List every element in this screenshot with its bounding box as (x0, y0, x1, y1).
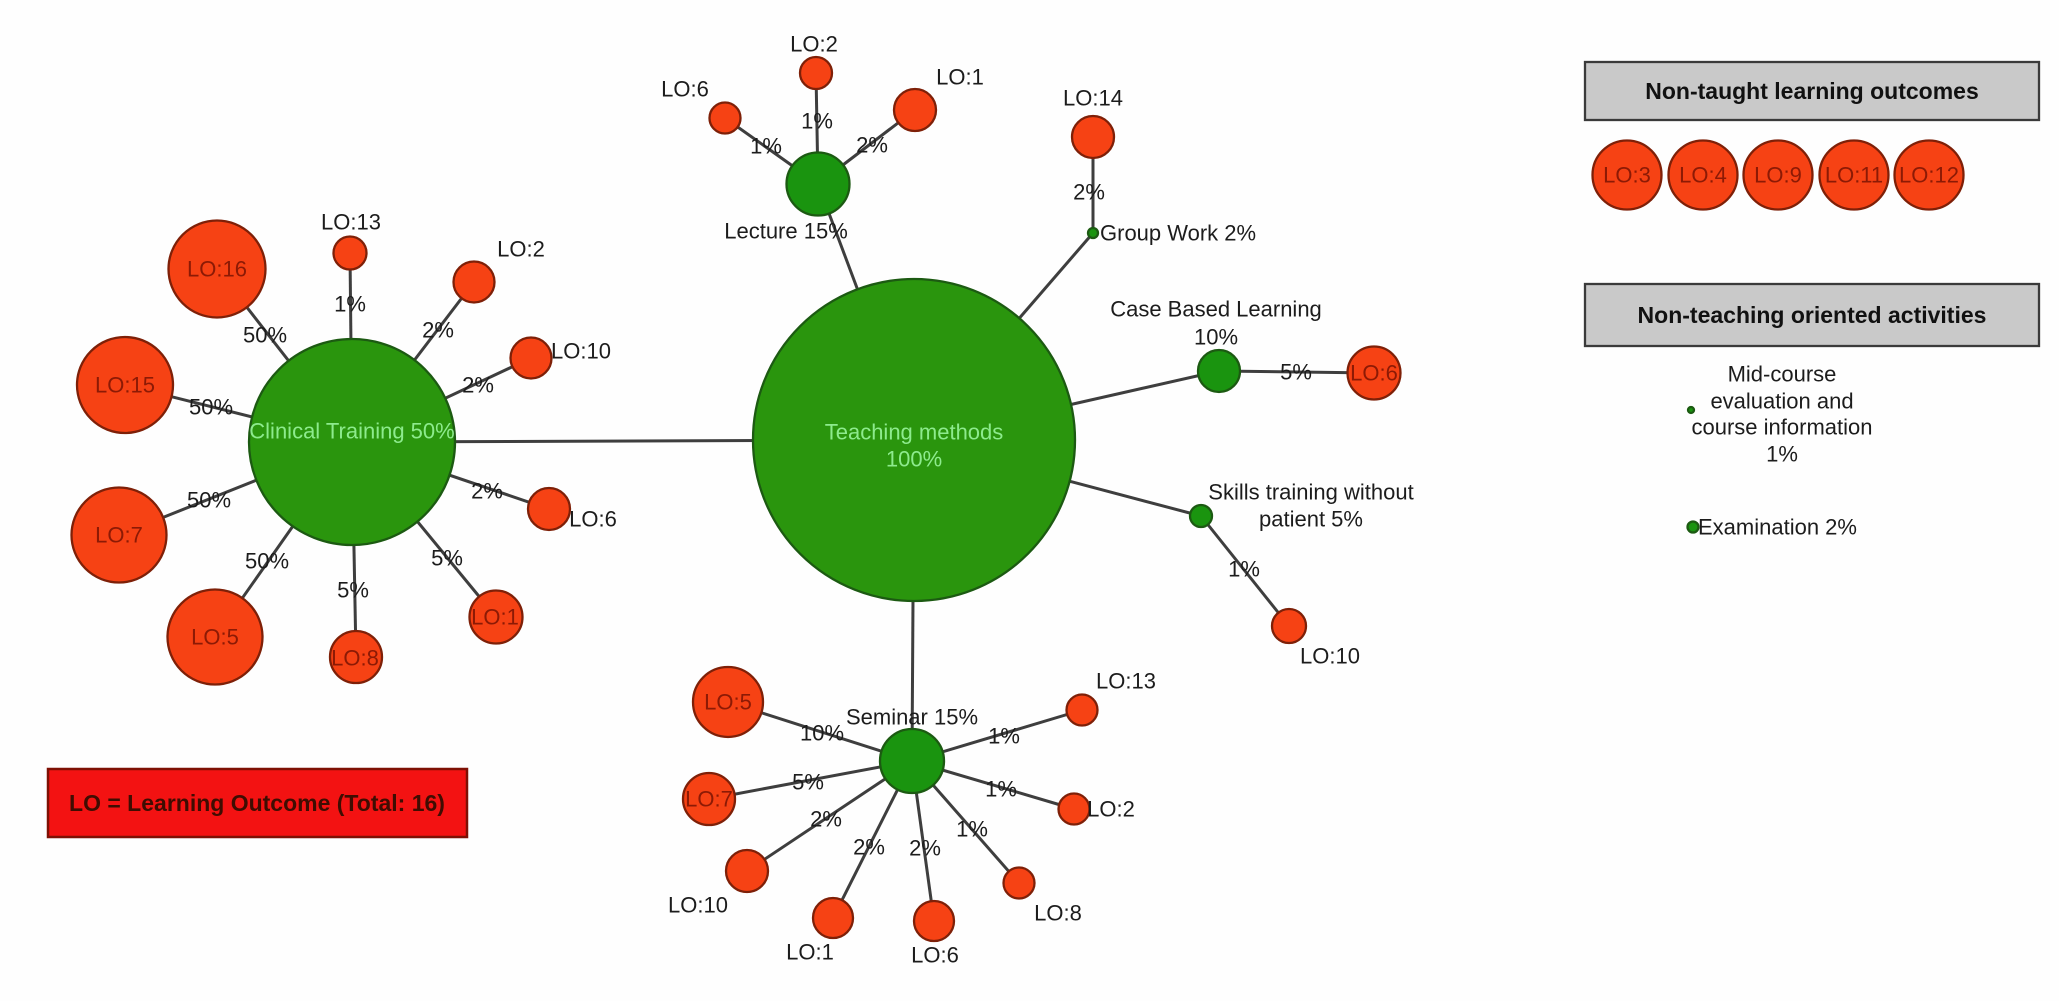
svg-text:2%: 2% (810, 807, 842, 832)
svg-text:10%: 10% (1194, 325, 1238, 350)
svg-text:evaluation and: evaluation and (1710, 389, 1853, 414)
svg-text:1%: 1% (750, 134, 782, 159)
svg-text:1%: 1% (801, 109, 833, 134)
svg-text:1%: 1% (1228, 557, 1260, 582)
svg-text:2%: 2% (909, 836, 941, 861)
svg-text:5%: 5% (337, 578, 369, 603)
svg-text:LO:10: LO:10 (1300, 644, 1360, 669)
svg-text:5%: 5% (431, 546, 463, 571)
svg-text:50%: 50% (243, 323, 287, 348)
svg-text:LO:7: LO:7 (95, 523, 143, 548)
svg-text:100%: 100% (886, 447, 942, 472)
svg-text:LO:15: LO:15 (95, 373, 155, 398)
svg-text:LO:10: LO:10 (668, 893, 728, 918)
svg-text:LO:14: LO:14 (1063, 86, 1123, 111)
svg-text:LO:8: LO:8 (331, 646, 379, 671)
svg-text:LO:4: LO:4 (1679, 163, 1727, 188)
svg-text:LO:2: LO:2 (1087, 797, 1135, 822)
svg-text:LO:6: LO:6 (1350, 361, 1398, 386)
svg-text:LO:13: LO:13 (1096, 669, 1156, 694)
svg-text:LO:6: LO:6 (569, 507, 617, 532)
svg-text:LO:10: LO:10 (551, 339, 611, 364)
svg-text:patient 5%: patient 5% (1259, 507, 1363, 532)
svg-text:LO:7: LO:7 (685, 787, 733, 812)
svg-text:LO:6: LO:6 (911, 943, 959, 968)
svg-text:LO:2: LO:2 (497, 237, 545, 262)
svg-text:LO:1: LO:1 (936, 65, 984, 90)
svg-text:LO:3: LO:3 (1603, 163, 1651, 188)
svg-text:LO:11: LO:11 (1825, 163, 1883, 188)
svg-text:Non-teaching oriented activiti: Non-teaching oriented activities (1638, 302, 1987, 328)
svg-text:2%: 2% (462, 373, 494, 398)
svg-text:5%: 5% (792, 770, 824, 795)
svg-text:LO:6: LO:6 (661, 77, 709, 102)
svg-text:Group Work 2%: Group Work 2% (1100, 221, 1256, 246)
svg-text:50%: 50% (245, 549, 289, 574)
svg-text:Seminar 15%: Seminar 15% (846, 705, 978, 730)
svg-text:1%: 1% (1766, 442, 1798, 467)
svg-text:LO:13: LO:13 (321, 210, 381, 235)
svg-text:Clinical Training 50%: Clinical Training 50% (249, 419, 454, 444)
svg-text:LO:5: LO:5 (191, 625, 239, 650)
svg-text:1%: 1% (334, 292, 366, 317)
svg-text:10%: 10% (800, 721, 844, 746)
svg-text:2%: 2% (853, 835, 885, 860)
svg-text:Non-taught learning outcomes: Non-taught learning outcomes (1645, 78, 1979, 104)
svg-text:2%: 2% (1073, 180, 1105, 205)
svg-text:LO:2: LO:2 (790, 32, 838, 57)
svg-text:Examination 2%: Examination 2% (1698, 515, 1857, 540)
svg-text:Teaching methods: Teaching methods (825, 420, 1004, 445)
svg-text:2%: 2% (856, 133, 888, 158)
svg-text:Case Based Learning: Case Based Learning (1110, 297, 1322, 322)
svg-text:2%: 2% (471, 479, 503, 504)
svg-text:1%: 1% (956, 817, 988, 842)
svg-text:LO:16: LO:16 (187, 257, 247, 282)
svg-text:1%: 1% (985, 777, 1017, 802)
svg-text:LO:8: LO:8 (1034, 901, 1082, 926)
svg-text:2%: 2% (422, 318, 454, 343)
svg-text:50%: 50% (189, 395, 233, 420)
svg-text:LO:1: LO:1 (471, 605, 519, 630)
svg-text:LO:1: LO:1 (786, 940, 834, 965)
svg-text:LO:12: LO:12 (1899, 163, 1959, 188)
svg-text:LO:5: LO:5 (704, 690, 752, 715)
svg-text:Skills training without: Skills training without (1208, 480, 1413, 505)
svg-text:LO = Learning Outcome (Total:: LO = Learning Outcome (Total: 16) (69, 790, 445, 816)
svg-text:50%: 50% (187, 488, 231, 513)
svg-text:course information: course information (1692, 415, 1873, 440)
svg-text:Mid-course: Mid-course (1728, 362, 1837, 387)
svg-text:LO:9: LO:9 (1754, 163, 1802, 188)
svg-text:1%: 1% (988, 724, 1020, 749)
svg-text:Lecture 15%: Lecture 15% (724, 219, 848, 244)
svg-text:5%: 5% (1280, 360, 1312, 385)
